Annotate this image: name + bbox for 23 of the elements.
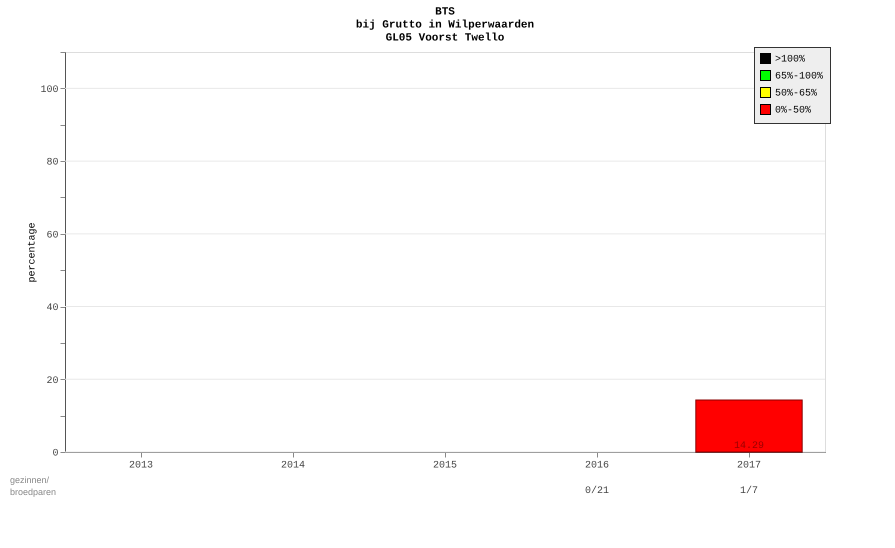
y-tick-label: 40 [46,303,58,314]
y-tick-label: 0 [52,448,58,460]
text: bij Grutto in Wilperwaarden [356,20,534,32]
data-label: 14.29 [734,441,764,452]
x-tick-label: 2017 [736,460,762,472]
y-tick-label: 100 [40,84,58,96]
x-tick-label: 2016 [584,460,610,472]
y-tick-label: 20 [46,376,58,387]
text: 0/21 [584,485,610,497]
y-axis-title: percentage [27,222,38,283]
text: BTS [435,6,455,18]
y-tick-label: 60 [46,230,58,242]
legend-label: 65%-100% [775,72,824,82]
y-tick-label: 80 [46,158,58,169]
x-tick-label: 2013 [128,460,154,472]
legend-label: 50%-65% [775,88,818,100]
x-tick-label: 2015 [432,460,458,472]
text: gezinnen/ broedparen [10,475,56,497]
text: GL05 Voorst Twello [386,32,504,44]
legend-label: >100% [775,54,806,66]
text: 1/7 [740,485,758,497]
x-tick-label: 2014 [280,460,306,472]
legend-label: 0%-50% [775,106,812,116]
